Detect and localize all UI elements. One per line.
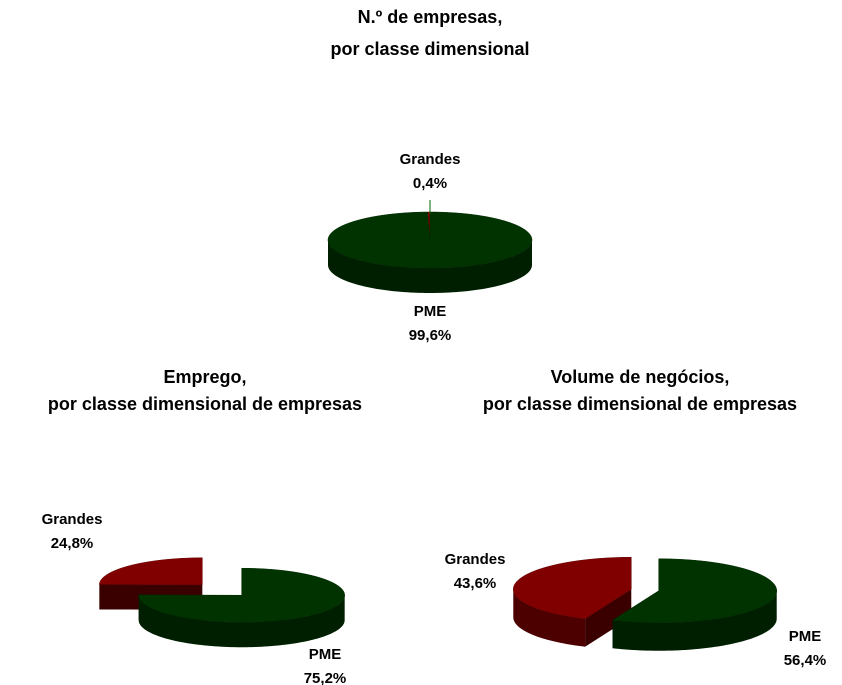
slice xyxy=(327,211,533,269)
slice-label: PME xyxy=(414,303,447,320)
slice-cut-face xyxy=(585,589,632,647)
slice-side xyxy=(328,240,532,293)
value-label: 56,4% xyxy=(784,652,827,669)
slice xyxy=(138,567,345,623)
chart-title: por classe dimensional de empresas xyxy=(48,394,362,414)
value-label: 75,2% xyxy=(304,670,347,685)
chart-title: Emprego, xyxy=(163,367,246,387)
value-label: 99,6% xyxy=(409,327,452,344)
slice xyxy=(99,557,203,586)
slice-label: Grandes xyxy=(445,551,506,568)
slice-label: Grandes xyxy=(42,511,103,528)
slice-side xyxy=(138,595,345,648)
value-label: 0,4% xyxy=(413,175,447,192)
chart-title: N.º de empresas, xyxy=(358,7,503,27)
value-label: 24,8% xyxy=(51,535,94,552)
chart-title: por classe dimensional xyxy=(330,39,529,59)
slice xyxy=(611,558,777,624)
slice-side xyxy=(612,590,777,651)
slice-side xyxy=(513,589,586,647)
slice-label: PME xyxy=(789,628,822,645)
chart-title: por classe dimensional de empresas xyxy=(483,394,797,414)
slice xyxy=(513,556,632,619)
slice-label: Grandes xyxy=(400,151,461,168)
slice-label: PME xyxy=(309,646,342,663)
value-label: 43,6% xyxy=(454,575,497,592)
chart-title: Volume de negócios, xyxy=(551,367,730,387)
